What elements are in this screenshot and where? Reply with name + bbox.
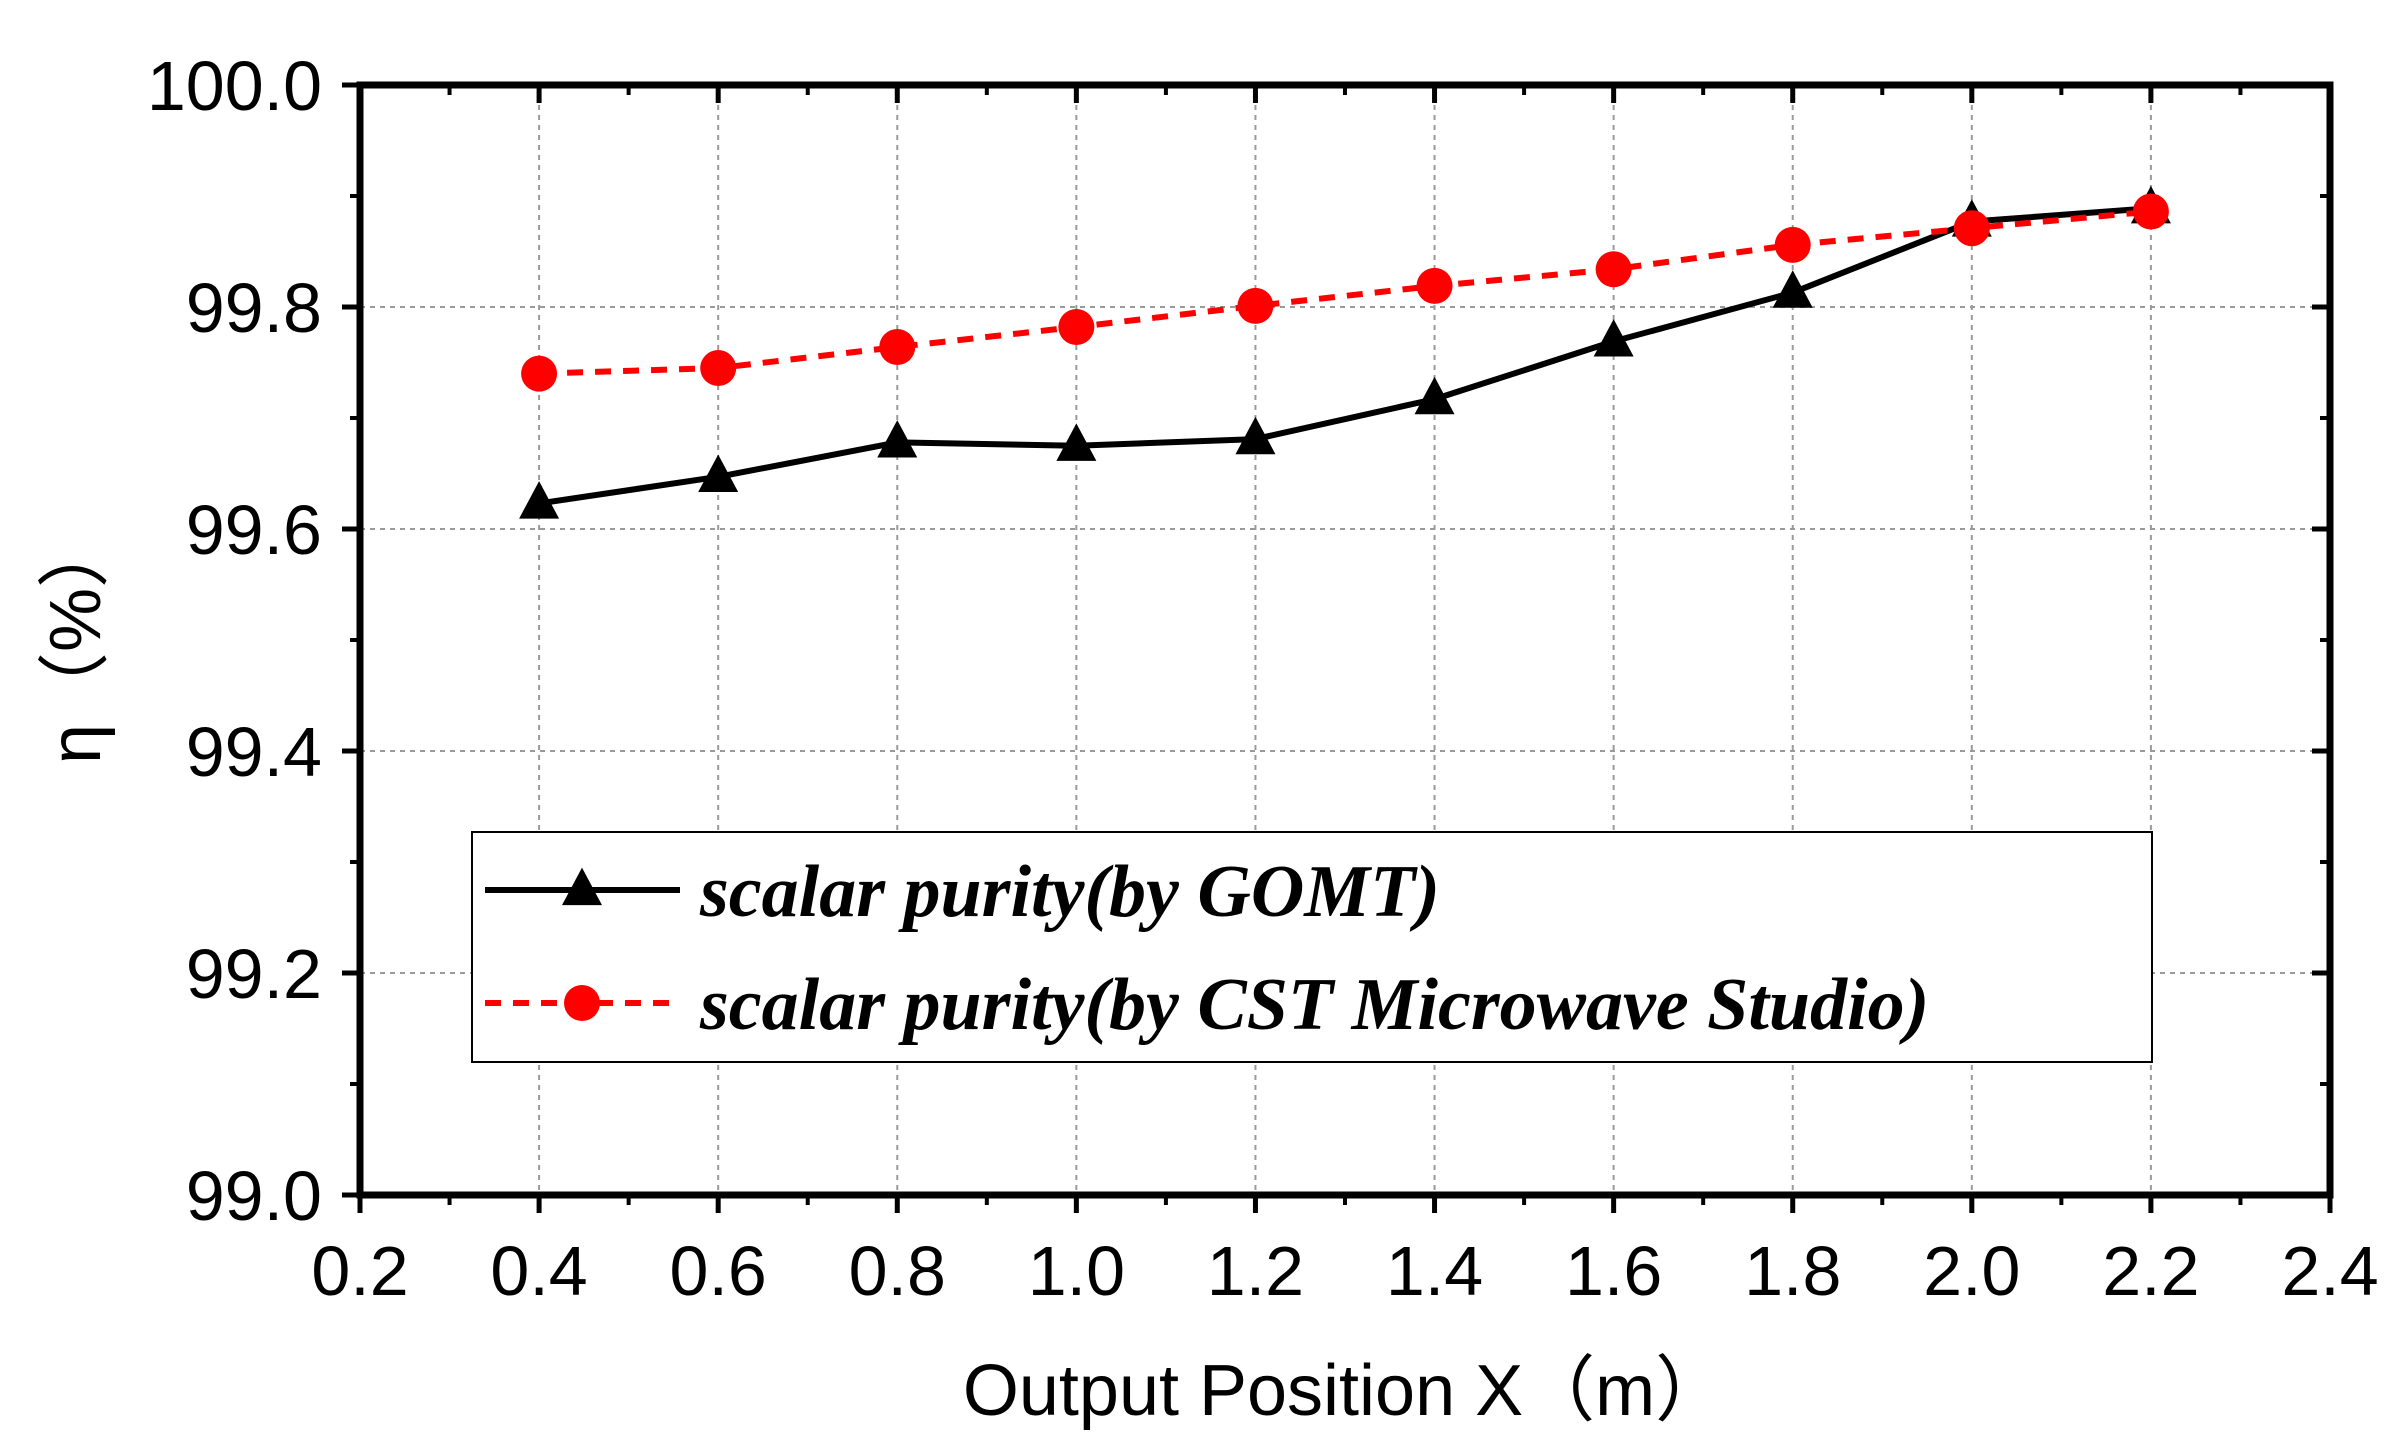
x-axis-title: Output Position X（m） <box>963 1351 1727 1431</box>
legend-item-1: scalar purity(by GOMT) <box>485 851 1440 933</box>
x-tick-label: 0.8 <box>849 1232 946 1310</box>
y-tick-label: 99.8 <box>186 269 322 347</box>
series-layer <box>519 185 2171 519</box>
legend-box <box>471 831 2153 1063</box>
x-tick-label: 1.0 <box>1028 1232 1125 1310</box>
x-tick-label: 1.6 <box>1565 1232 1662 1310</box>
data-point-triangle <box>877 420 918 458</box>
x-tick-label: 1.2 <box>1207 1232 1304 1310</box>
data-point-circle <box>1953 210 1990 247</box>
series-line <box>538 208 2152 377</box>
series-line <box>538 205 2152 507</box>
y-tick-label: 99.2 <box>186 935 322 1013</box>
x-tick-label: 2.4 <box>2281 1232 2378 1310</box>
data-point-circle <box>1774 226 1811 263</box>
data-point-triangle <box>1772 270 1813 308</box>
data-point-triangle <box>1414 376 1455 415</box>
data-point-circle <box>1058 308 1095 345</box>
data-point-triangle <box>1235 416 1276 455</box>
y-tick-label: 99.4 <box>186 713 322 791</box>
x-tick-label: 2.2 <box>2102 1232 2199 1310</box>
data-point-circle <box>1416 267 1453 304</box>
legend-item-2: scalar purity(by CST Microwave Studio) <box>485 964 1929 1046</box>
y-tick-label: 99.6 <box>186 491 322 569</box>
data-point-triangle <box>1593 319 1634 357</box>
data-point-circle <box>879 328 916 365</box>
legend-label: scalar purity(by GOMT) <box>699 851 1440 933</box>
data-point-circle <box>1595 251 1632 288</box>
label-layer: Output Position X（m） η（%） <box>36 516 1727 1431</box>
data-point-circle <box>1237 287 1274 324</box>
x-tick-label: 0.2 <box>311 1232 408 1310</box>
tick-layer: 0.2 0.4 0.6 0.8 1.0 1.2 1.4 1.6 1.8 2.0 2.2 2.4 99.0… <box>147 47 2379 1310</box>
data-point-triangle <box>519 481 560 519</box>
data-point-triangle <box>1056 423 1097 461</box>
y-tick-label: 100.0 <box>147 47 322 125</box>
x-tick-label: 2.0 <box>1923 1232 2020 1310</box>
series-2 <box>521 193 2169 392</box>
legend: scalar purity(by GOMT) scalar purity(by C… <box>471 831 2153 1063</box>
x-tick-label: 0.6 <box>670 1232 767 1310</box>
series-1 <box>519 185 2171 519</box>
data-point-circle <box>2132 193 2169 230</box>
y-axis-title: η（%） <box>36 516 116 764</box>
legend-marker-circle <box>564 985 600 1021</box>
y-tick-label: 99.0 <box>186 1157 322 1235</box>
legend-marker-triangle <box>562 867 602 906</box>
data-point-circle <box>700 350 737 387</box>
x-tick-label: 1.4 <box>1386 1232 1483 1310</box>
legend-items: scalar purity(by GOMT) scalar purity(by C… <box>485 851 1929 1046</box>
data-point-circle <box>521 355 558 392</box>
x-tick-label: 0.4 <box>490 1232 587 1310</box>
data-point-triangle <box>698 454 739 492</box>
legend-label: scalar purity(by CST Microwave Studio) <box>699 964 1929 1046</box>
x-tick-label: 1.8 <box>1744 1232 1841 1310</box>
